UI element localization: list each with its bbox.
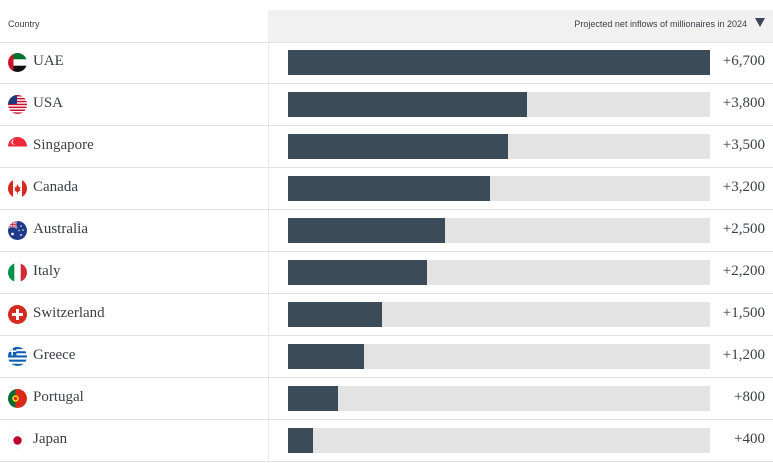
singapore-flag-icon bbox=[8, 137, 27, 156]
switzerland-flag-icon bbox=[8, 305, 27, 324]
value-label: +3,800 bbox=[722, 95, 765, 111]
column-divider bbox=[268, 252, 269, 294]
column-divider bbox=[268, 336, 269, 378]
bar-australia bbox=[288, 218, 445, 243]
column-divider bbox=[268, 126, 269, 168]
bar-italy bbox=[288, 260, 427, 285]
country-label: Canada bbox=[33, 179, 78, 195]
table-row: Singapore +3,500 bbox=[0, 126, 773, 168]
bar-track bbox=[288, 50, 710, 75]
japan-flag-icon bbox=[8, 431, 27, 450]
table-row: Greece +1,200 bbox=[0, 336, 773, 378]
country-label: UAE bbox=[33, 53, 64, 69]
country-label: Portugal bbox=[33, 389, 84, 405]
column-divider bbox=[268, 84, 269, 126]
metric-header-label: Projected net inflows of millionaires in… bbox=[574, 19, 747, 29]
bar-uae bbox=[288, 50, 710, 75]
bar-track bbox=[288, 92, 710, 117]
country-label: Greece bbox=[33, 347, 76, 363]
value-label: +1,500 bbox=[722, 305, 765, 321]
value-label: +2,200 bbox=[722, 263, 765, 279]
value-label: +6,700 bbox=[722, 53, 765, 69]
bar-switzerland bbox=[288, 302, 382, 327]
value-label: +3,200 bbox=[722, 179, 765, 195]
column-divider bbox=[268, 294, 269, 336]
sort-descending-icon[interactable] bbox=[755, 18, 765, 27]
usa-flag-icon bbox=[8, 95, 27, 114]
bar-track bbox=[288, 260, 710, 285]
table-row: Switzerland +1,500 bbox=[0, 294, 773, 336]
italy-flag-icon bbox=[8, 263, 27, 282]
canada-flag-icon bbox=[8, 179, 27, 198]
country-label: USA bbox=[33, 95, 64, 111]
bar-track bbox=[288, 344, 710, 369]
column-divider bbox=[268, 42, 269, 84]
australia-flag-icon bbox=[8, 221, 27, 240]
country-label: Switzerland bbox=[33, 305, 105, 321]
country-column-header[interactable] bbox=[0, 0, 268, 42]
country-label: Australia bbox=[33, 221, 88, 237]
greece-flag-icon bbox=[8, 347, 27, 366]
value-label: +400 bbox=[734, 431, 765, 447]
column-divider bbox=[268, 420, 269, 462]
bar-japan bbox=[288, 428, 313, 453]
column-divider bbox=[268, 210, 269, 252]
country-label: Italy bbox=[33, 263, 61, 279]
table-header: Country Projected net inflows of million… bbox=[0, 0, 773, 43]
uae-flag-icon bbox=[8, 53, 27, 72]
country-label: Japan bbox=[33, 431, 68, 447]
bar-canada bbox=[288, 176, 490, 201]
bar-track bbox=[288, 134, 710, 159]
value-label: +800 bbox=[734, 389, 765, 405]
column-divider bbox=[268, 168, 269, 210]
metric-column-header[interactable] bbox=[268, 10, 773, 42]
bar-portugal bbox=[288, 386, 338, 411]
bar-singapore bbox=[288, 134, 508, 159]
table-row: UAE +6,700 bbox=[0, 42, 773, 84]
bar-track bbox=[288, 302, 710, 327]
country-label: Singapore bbox=[33, 137, 94, 153]
table-row: Italy +2,200 bbox=[0, 252, 773, 294]
portugal-flag-icon bbox=[8, 389, 27, 408]
country-header-label: Country bbox=[8, 19, 40, 29]
bar-track bbox=[288, 176, 710, 201]
column-divider bbox=[268, 378, 269, 420]
value-label: +2,500 bbox=[722, 221, 765, 237]
value-label: +3,500 bbox=[722, 137, 765, 153]
bar-track bbox=[288, 428, 710, 453]
bar-track bbox=[288, 218, 710, 243]
bar-greece bbox=[288, 344, 364, 369]
bar-track bbox=[288, 386, 710, 411]
table-row: Japan +400 bbox=[0, 420, 773, 462]
value-label: +1,200 bbox=[722, 347, 765, 363]
table-row: Australia +2,500 bbox=[0, 210, 773, 252]
table-row: Canada +3,200 bbox=[0, 168, 773, 210]
table-row: USA +3,800 bbox=[0, 84, 773, 126]
table-row: Portugal +800 bbox=[0, 378, 773, 420]
bar-usa bbox=[288, 92, 527, 117]
